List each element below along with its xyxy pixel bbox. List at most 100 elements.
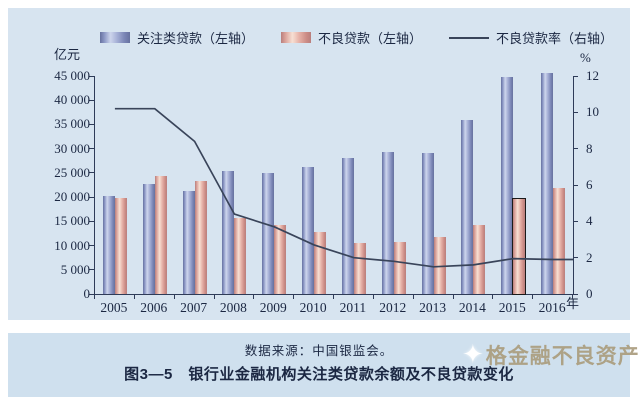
x-axis-tick — [372, 295, 374, 299]
right-axis-label: 12 — [586, 68, 599, 83]
blue-bar-swatch-icon — [100, 32, 130, 43]
caption-band: 数据来源：中国银监会。 图3—5 银行业金融机构关注类贷款余额及不良贷款变化 — [8, 333, 630, 397]
x-axis-tick — [412, 295, 414, 299]
x-axis-tick — [532, 295, 534, 299]
bar-npl-2016 — [553, 187, 566, 294]
right-axis-label: 4 — [586, 213, 593, 229]
left-axis-tick — [89, 245, 94, 247]
x-axis-label-2015: 2015 — [498, 300, 526, 315]
x-axis-label-2010: 2010 — [299, 300, 327, 315]
left-axis-label: 20 000 — [54, 189, 90, 205]
pink-bar-swatch-icon — [281, 32, 312, 43]
left-axis-tick — [89, 269, 94, 271]
bar-npl-2007 — [194, 180, 207, 294]
x-axis-tick — [293, 295, 295, 299]
bar-npl-2009 — [274, 224, 287, 294]
left-axis-tick — [89, 75, 94, 77]
x-axis-label-2011: 2011 — [339, 300, 367, 315]
bar-special-mention-2006 — [142, 183, 155, 294]
bar-special-mention-2016 — [541, 73, 554, 294]
left-axis-label: 40 000 — [54, 92, 90, 108]
bar-special-mention-2005 — [102, 196, 115, 294]
bar-npl-2005 — [114, 197, 127, 294]
bar-special-mention-2015 — [501, 76, 514, 294]
bar-npl-2013 — [433, 237, 446, 294]
right-axis-label: 6 — [586, 177, 593, 192]
x-axis-tick — [173, 295, 175, 299]
x-axis-tick — [452, 295, 454, 299]
legend-item-special-mention-loans: 关注类贷款（左轴） — [100, 28, 254, 47]
figure-caption: 图3—5 银行业金融机构关注类贷款余额及不良贷款变化 — [124, 366, 514, 383]
x-axis-label-2014: 2014 — [458, 300, 486, 315]
x-axis-tick — [133, 295, 135, 299]
x-axis-label-2009: 2009 — [259, 300, 287, 315]
x-axis-label-2007: 2007 — [180, 300, 208, 315]
bar-npl-2014 — [473, 224, 486, 294]
bar-special-mention-2014 — [461, 119, 474, 294]
bar-special-mention-2011 — [341, 157, 354, 294]
left-axis-label: 45 000 — [54, 68, 90, 83]
legend-label: 不良贷款（左轴） — [318, 31, 423, 46]
right-axis-tick — [573, 184, 578, 186]
bar-special-mention-2013 — [421, 153, 434, 294]
left-axis-label: 10 000 — [54, 237, 90, 253]
left-axis-tick — [89, 99, 94, 101]
bar-special-mention-2012 — [381, 151, 394, 294]
right-axis-tick — [573, 257, 578, 259]
bar-npl-2012 — [393, 242, 406, 294]
x-axis-tick — [213, 295, 215, 299]
right-axis-label: 0 — [586, 286, 593, 301]
left-axis-label: 25 000 — [54, 164, 90, 180]
right-axis-label: 10 — [586, 104, 599, 120]
left-axis-label: 30 000 — [54, 140, 90, 156]
left-axis-tick — [89, 293, 94, 295]
legend-item-npl-ratio: 不良贷款率（右轴） — [449, 28, 613, 47]
x-axis-tick — [253, 295, 255, 299]
bar-npl-2006 — [154, 176, 167, 294]
data-source-note: 数据来源：中国银监会。 — [244, 344, 394, 358]
legend: 关注类贷款（左轴） 不良贷款（左轴） 不良贷款率（右轴） — [100, 28, 613, 47]
left-axis-tick — [89, 148, 94, 150]
left-axis-label: 5 000 — [60, 261, 90, 277]
x-axis-label-2006: 2006 — [140, 300, 168, 315]
x-axis-label-2013: 2013 — [419, 300, 447, 315]
bar-special-mention-2009 — [262, 173, 275, 294]
x-axis-label-2016: 2016 — [538, 300, 566, 315]
legend-item-npl: 不良贷款（左轴） — [281, 28, 422, 47]
plot-area — [94, 73, 574, 295]
right-axis-tick — [573, 293, 578, 295]
line-swatch-icon — [449, 36, 490, 39]
left-axis-tick — [89, 172, 94, 174]
npl-ratio-line — [114, 107, 573, 268]
left-axis-tick — [89, 220, 94, 222]
bar-npl-2015 — [512, 198, 527, 295]
bar-npl-2011 — [353, 243, 366, 294]
right-axis-tick — [573, 111, 578, 113]
legend-label: 不良贷款率（右轴） — [496, 31, 614, 46]
left-axis-label: 15 000 — [54, 213, 90, 229]
left-axis-label: 0 — [83, 286, 91, 301]
legend-label: 关注类贷款（左轴） — [137, 31, 255, 46]
x-axis-tick — [492, 295, 494, 299]
right-axis-label: 2 — [586, 249, 593, 265]
x-axis-tick — [94, 295, 95, 299]
left-axis-unit: 亿元 — [54, 47, 81, 62]
x-axis-label-2008: 2008 — [219, 300, 247, 315]
left-axis-label: 35 000 — [54, 116, 90, 132]
right-axis-unit: % — [580, 50, 591, 65]
x-axis-tick — [572, 295, 573, 299]
x-axis-tick — [333, 295, 334, 299]
bar-special-mention-2010 — [302, 166, 315, 294]
right-axis-tick — [573, 220, 578, 222]
bar-special-mention-2007 — [182, 190, 195, 294]
right-axis-tick — [573, 148, 578, 150]
x-axis-unit: 年 — [566, 296, 580, 311]
left-axis-tick — [89, 123, 94, 125]
left-axis-tick — [89, 196, 94, 198]
right-axis-label: 8 — [586, 140, 593, 156]
x-axis-label-2012: 2012 — [379, 300, 407, 315]
right-axis-tick — [573, 75, 578, 77]
bar-special-mention-2008 — [222, 171, 235, 294]
bar-npl-2008 — [234, 218, 247, 294]
figure-panel: 关注类贷款（左轴） 不良贷款（左轴） 不良贷款率（右轴） 亿元 % 年 0 5 0… — [8, 8, 630, 320]
